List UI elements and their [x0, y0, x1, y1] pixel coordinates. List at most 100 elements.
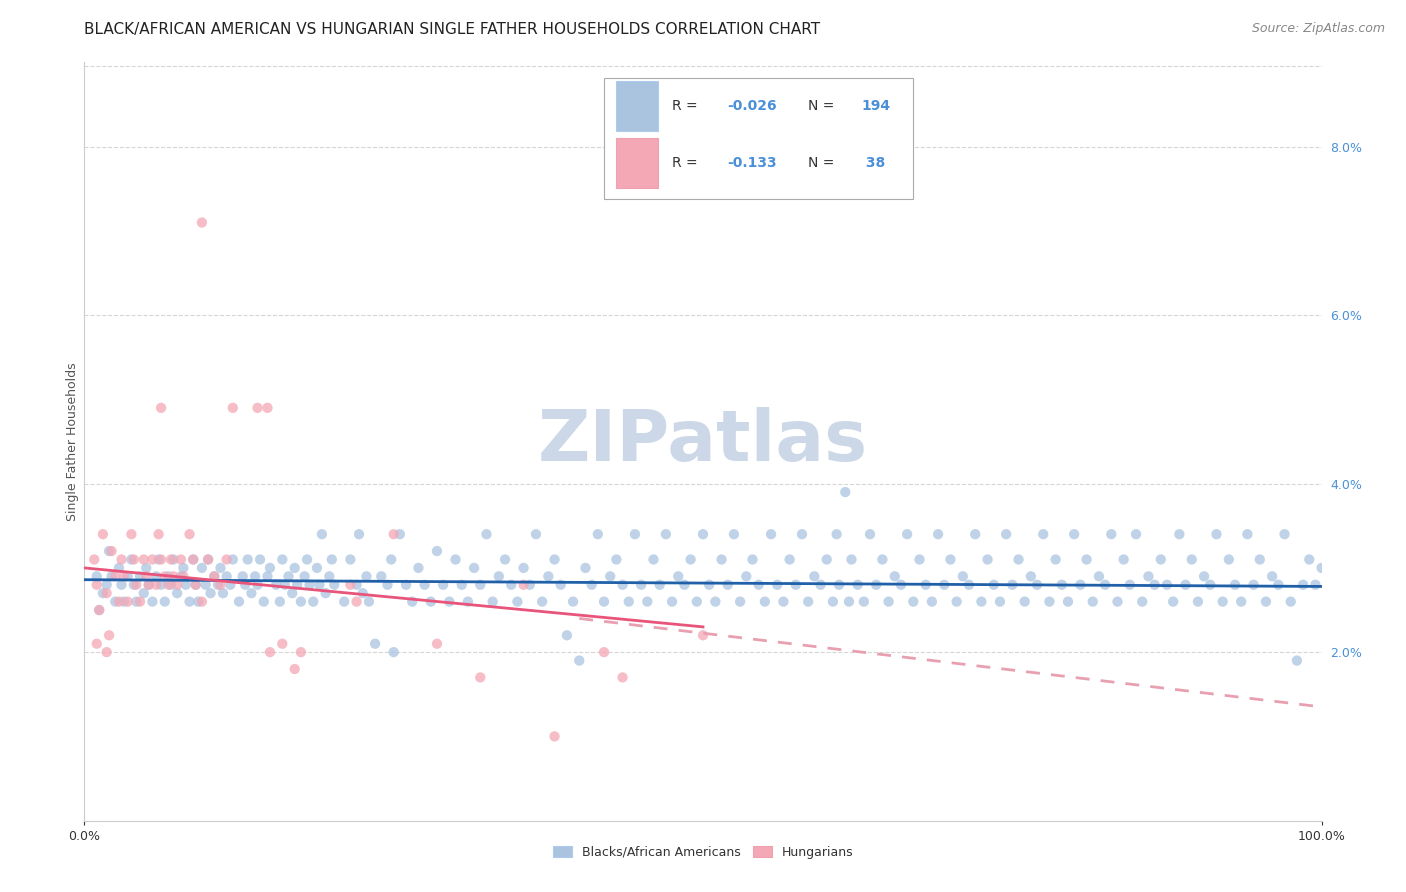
- Point: [494, 552, 516, 566]
- Point: [605, 552, 627, 566]
- Point: [568, 654, 591, 668]
- Point: [86, 578, 108, 592]
- Point: [934, 578, 956, 592]
- Point: [370, 569, 392, 583]
- Point: [157, 569, 180, 583]
- Point: [939, 552, 962, 566]
- Point: [779, 552, 801, 566]
- Point: [562, 594, 585, 608]
- Point: [506, 594, 529, 608]
- Point: [187, 594, 209, 608]
- Point: [141, 552, 163, 566]
- Point: [1274, 527, 1296, 541]
- Point: [543, 552, 565, 566]
- Point: [1298, 552, 1320, 566]
- Point: [501, 578, 523, 592]
- Point: [883, 569, 905, 583]
- Point: [463, 561, 485, 575]
- Point: [277, 569, 299, 583]
- Point: [323, 578, 346, 592]
- Point: [1063, 527, 1085, 541]
- Point: [209, 561, 232, 575]
- Point: [488, 569, 510, 583]
- Text: 194: 194: [862, 99, 890, 113]
- Point: [129, 594, 152, 608]
- Point: [1292, 578, 1315, 592]
- FancyBboxPatch shape: [605, 78, 914, 199]
- Point: [965, 527, 987, 541]
- Point: [692, 628, 714, 642]
- Point: [274, 578, 297, 592]
- Point: [1081, 594, 1104, 608]
- Point: [184, 578, 207, 592]
- Point: [419, 594, 441, 608]
- Point: [1223, 578, 1246, 592]
- Point: [834, 485, 856, 500]
- Point: [543, 730, 565, 744]
- Point: [191, 561, 214, 575]
- Point: [232, 569, 254, 583]
- Point: [772, 594, 794, 608]
- Point: [219, 578, 242, 592]
- FancyBboxPatch shape: [616, 137, 658, 187]
- Point: [135, 569, 157, 583]
- Point: [1007, 552, 1029, 566]
- Point: [838, 594, 860, 608]
- Point: [298, 578, 321, 592]
- Point: [96, 586, 118, 600]
- Point: [256, 569, 278, 583]
- Point: [1019, 569, 1042, 583]
- Point: [957, 578, 980, 592]
- Point: [952, 569, 974, 583]
- Point: [970, 594, 993, 608]
- Point: [179, 594, 201, 608]
- Point: [117, 594, 139, 608]
- Point: [1088, 569, 1111, 583]
- Point: [120, 527, 142, 541]
- Point: [790, 527, 813, 541]
- Point: [1150, 552, 1173, 566]
- Point: [108, 561, 131, 575]
- Point: [914, 578, 936, 592]
- Point: [86, 637, 108, 651]
- Point: [339, 552, 361, 566]
- Point: [100, 544, 122, 558]
- Point: [921, 594, 943, 608]
- Point: [624, 527, 647, 541]
- Text: 38: 38: [862, 155, 886, 169]
- Point: [841, 552, 863, 566]
- Point: [679, 552, 702, 566]
- Point: [96, 645, 118, 659]
- Text: ZIPatlas: ZIPatlas: [538, 407, 868, 476]
- Point: [717, 578, 740, 592]
- Point: [302, 594, 325, 608]
- Point: [846, 578, 869, 592]
- Point: [281, 586, 304, 600]
- Point: [927, 527, 949, 541]
- Point: [475, 527, 498, 541]
- Point: [259, 645, 281, 659]
- Point: [285, 578, 308, 592]
- Point: [125, 578, 148, 592]
- Point: [1094, 578, 1116, 592]
- Point: [259, 561, 281, 575]
- Point: [172, 561, 194, 575]
- Point: [828, 578, 851, 592]
- Point: [531, 594, 554, 608]
- Point: [643, 552, 665, 566]
- Point: [1279, 594, 1302, 608]
- Point: [686, 594, 709, 608]
- Point: [1254, 594, 1277, 608]
- Point: [759, 527, 782, 541]
- Point: [723, 527, 745, 541]
- Point: [202, 569, 225, 583]
- Point: [271, 552, 294, 566]
- Point: [321, 552, 343, 566]
- Point: [766, 578, 789, 592]
- Point: [1181, 552, 1204, 566]
- Point: [290, 594, 312, 608]
- Point: [347, 527, 370, 541]
- Y-axis label: Single Father Households: Single Father Households: [66, 362, 79, 521]
- Point: [1119, 578, 1142, 592]
- Point: [125, 594, 148, 608]
